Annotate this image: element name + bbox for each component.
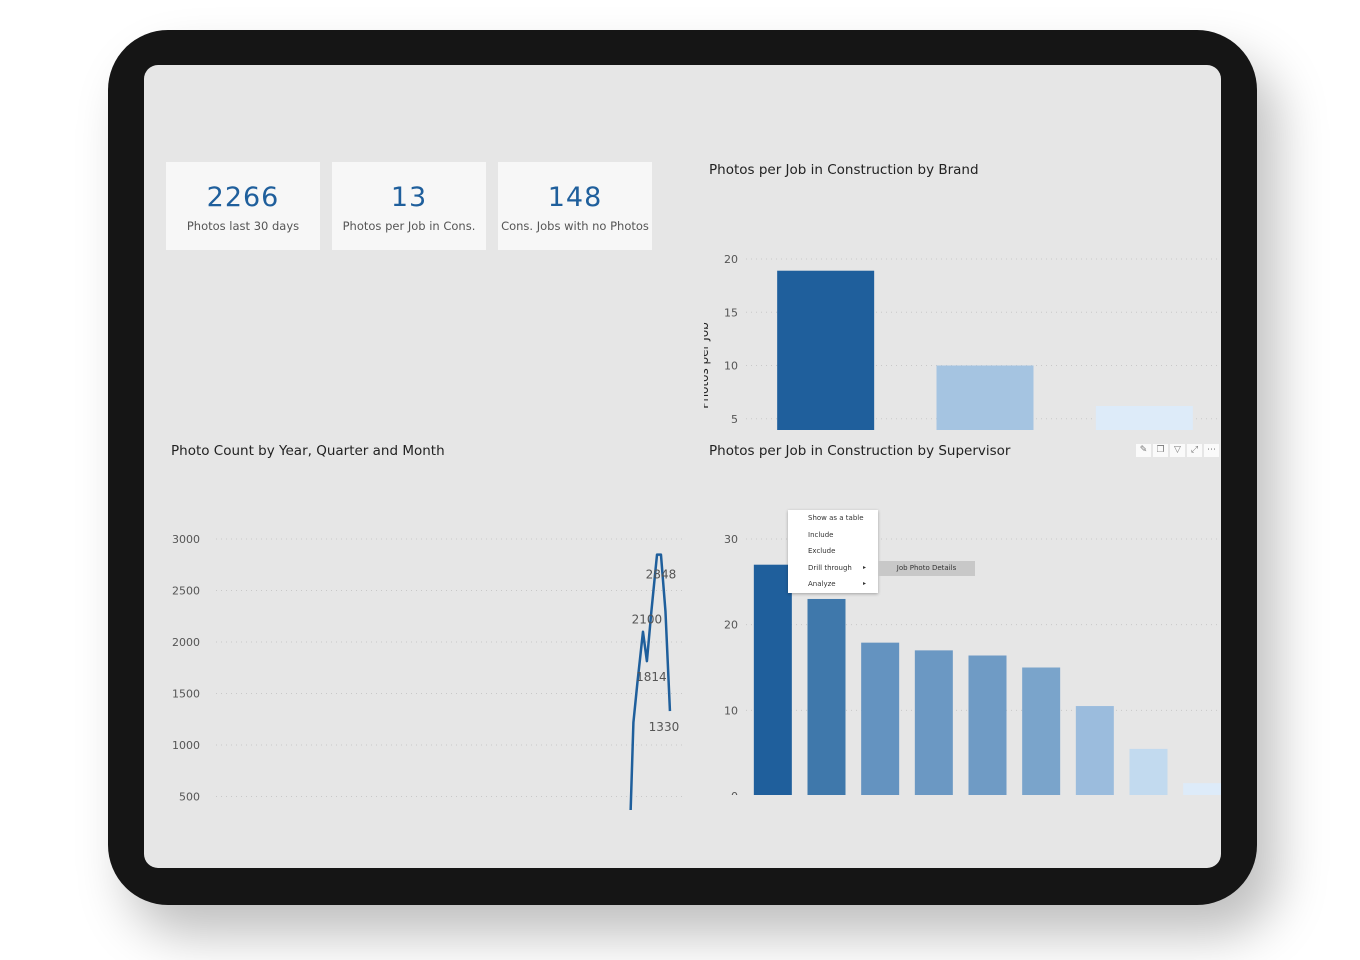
y-tick-label: 2500 [172, 585, 200, 598]
pin-icon[interactable]: ✎ [1136, 444, 1151, 457]
bar[interactable] [1075, 706, 1114, 795]
series-line [629, 553, 672, 810]
bar[interactable] [1022, 667, 1061, 796]
y-tick-label: 15 [724, 306, 738, 319]
kpi-card-jobs-no-photos[interactable]: 148 Cons. Jobs with no Photos [498, 162, 652, 250]
kpi-value: 2266 [206, 182, 280, 213]
y-tick-label: 20 [724, 619, 738, 632]
kpi-card-photos-30-days[interactable]: 2266 Photos last 30 days [166, 162, 320, 250]
supervisor-chart-title: Photos per Job in Construction by Superv… [709, 443, 1011, 459]
context-menu: Show as a table Include Exclude Drill th… [788, 510, 878, 593]
brand-chart-title: Photos per Job in Construction by Brand [709, 162, 979, 178]
bar[interactable] [777, 270, 875, 430]
copy-icon[interactable]: ❐ [1153, 444, 1168, 457]
bar[interactable] [807, 598, 846, 795]
kpi-value: 148 [547, 182, 603, 213]
visual-header-toolbar: ✎ ❐ ▽ ⤢ ⋯ [1136, 444, 1219, 457]
kpi-label: Cons. Jobs with no Photos [501, 219, 649, 233]
data-label: 2100 [632, 613, 663, 627]
kpi-label: Photos per Job in Cons. [342, 219, 476, 233]
bar[interactable] [1095, 405, 1193, 430]
chevron-right-icon: ▸ [862, 563, 866, 571]
bar[interactable] [861, 642, 900, 795]
chevron-right-icon: ▸ [862, 580, 866, 588]
bar[interactable] [1183, 783, 1221, 795]
menu-item-drill-through[interactable]: Drill through ▸ [788, 560, 878, 577]
y-tick-label: 20 [724, 253, 738, 266]
focus-mode-icon[interactable]: ⤢ [1187, 444, 1202, 457]
kpi-label: Photos last 30 days [186, 219, 300, 233]
y-tick-label: 10 [724, 360, 738, 373]
y-tick-label: 500 [179, 791, 200, 804]
menu-item-exclude[interactable]: Exclude [808, 547, 836, 556]
photo-count-line-chart[interactable]: 0500100015002000250030002014201620182020… [164, 465, 684, 810]
y-tick-label: 10 [724, 704, 738, 717]
bar[interactable] [753, 564, 792, 795]
report-canvas: 2266 Photos last 30 days 13 Photos per Job… [144, 65, 1221, 868]
filter-icon[interactable]: ▽ [1170, 444, 1185, 457]
menu-item-include[interactable]: Include [808, 530, 834, 539]
y-tick-label: 1500 [172, 688, 200, 701]
bar[interactable] [1129, 748, 1168, 795]
y-tick-label: 3000 [172, 533, 200, 546]
menu-item-label: Drill through [808, 563, 852, 572]
bar[interactable] [936, 365, 1034, 431]
bar[interactable] [968, 655, 1007, 795]
y-tick-label: 0 [731, 790, 738, 795]
menu-item-analyze[interactable]: Analyze ▸ [788, 576, 878, 593]
bar[interactable] [914, 650, 953, 795]
data-label: 1330 [649, 720, 680, 734]
menu-item-label: Analyze [808, 580, 836, 589]
supervisor-bar-chart[interactable]: 0102030Supervisor 0Supervisor 3Superviso… [704, 465, 1221, 795]
data-label: 2848 [646, 568, 677, 582]
more-options-icon[interactable]: ⋯ [1204, 444, 1219, 457]
menu-item-show-as-table[interactable]: Show as a table [808, 514, 864, 522]
line-chart-title: Photo Count by Year, Quarter and Month [171, 443, 445, 459]
data-label: 1814 [636, 670, 667, 684]
y-tick-label: 5 [731, 413, 738, 426]
submenu-item-job-photo-details[interactable]: Job Photo Details [878, 561, 975, 576]
y-axis-label: Photos per Job [704, 322, 711, 409]
y-tick-label: 2000 [172, 636, 200, 649]
y-tick-label: 1000 [172, 739, 200, 752]
y-tick-label: 30 [724, 533, 738, 546]
kpi-card-photos-per-job[interactable]: 13 Photos per Job in Cons. [332, 162, 486, 250]
kpi-value: 13 [390, 182, 428, 213]
